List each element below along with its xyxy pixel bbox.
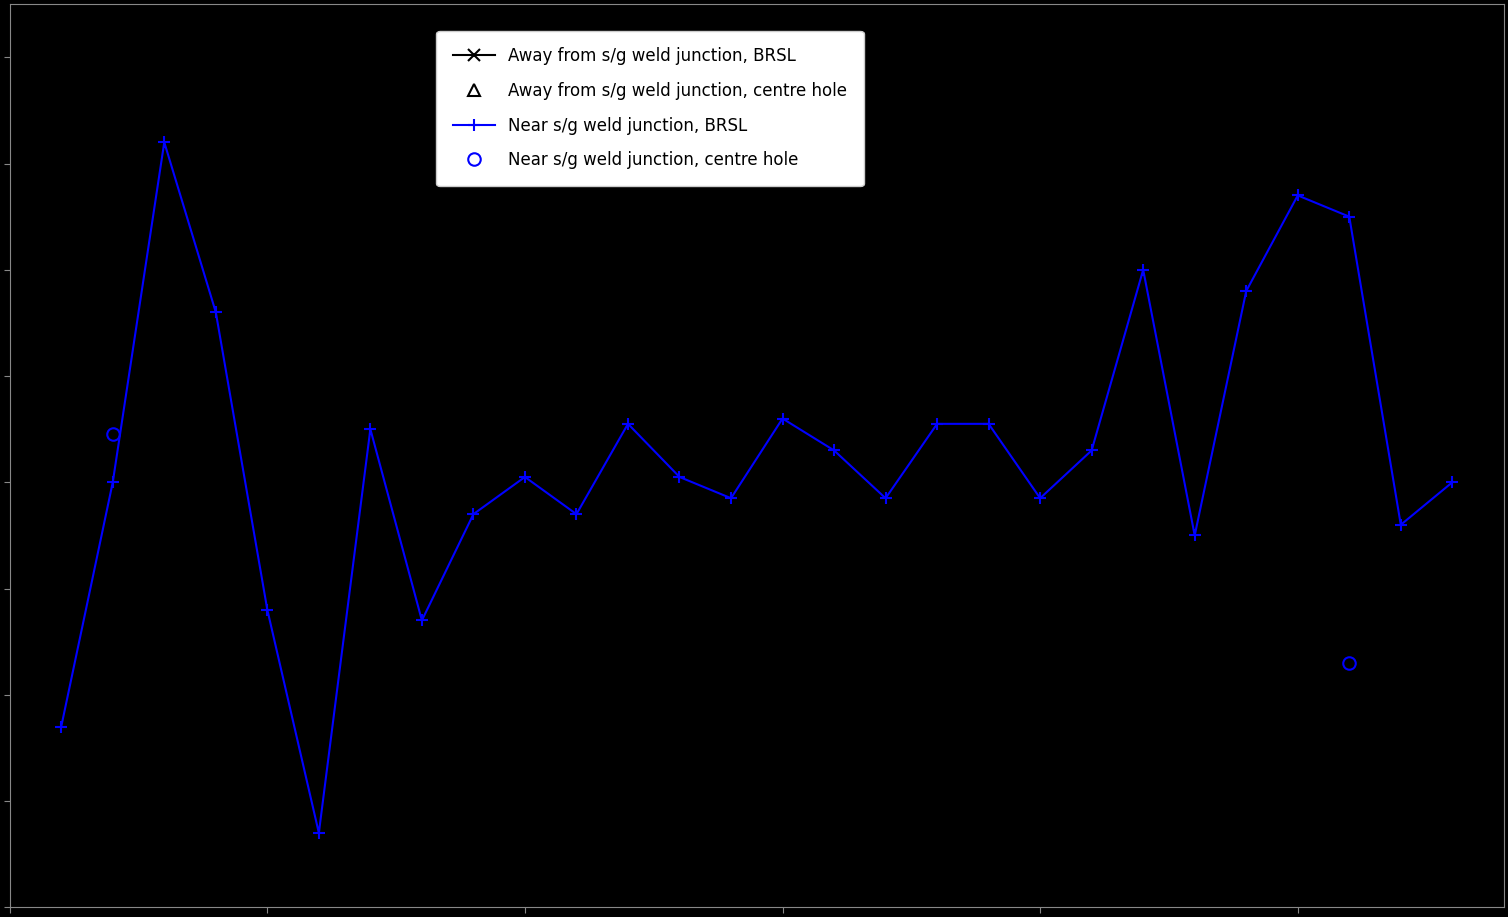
Near s/g weld junction, BRSL xyxy=(825,445,843,456)
Near s/g weld junction, BRSL xyxy=(671,471,689,482)
Near s/g weld junction, BRSL xyxy=(1134,264,1152,275)
Near s/g weld junction, BRSL xyxy=(362,424,380,435)
Near s/g weld junction, BRSL xyxy=(1031,492,1050,503)
Near s/g weld junction, BRSL xyxy=(413,615,431,626)
Near s/g weld junction, BRSL xyxy=(567,509,585,520)
Legend: Away from s/g weld junction, BRSL, Away from s/g weld junction, centre hole, Nea: Away from s/g weld junction, BRSL, Away … xyxy=(436,30,864,186)
Near s/g weld junction, BRSL xyxy=(1289,190,1307,201)
Near s/g weld junction, BRSL xyxy=(104,477,122,488)
Near s/g weld junction, BRSL xyxy=(1185,530,1203,541)
Near s/g weld junction, BRSL xyxy=(1443,477,1461,488)
Near s/g weld junction, BRSL xyxy=(1392,519,1410,530)
Near s/g weld junction, BRSL xyxy=(980,418,998,429)
Near s/g weld junction, BRSL xyxy=(774,413,792,424)
Near s/g weld junction, BRSL xyxy=(876,492,894,503)
Near s/g weld junction, BRSL xyxy=(1237,285,1255,296)
Line: Near s/g weld junction, BRSL: Near s/g weld junction, BRSL xyxy=(54,136,1458,839)
Near s/g weld junction, BRSL xyxy=(53,721,71,732)
Near s/g weld junction, BRSL xyxy=(1083,445,1101,456)
Near s/g weld junction, BRSL xyxy=(155,137,173,148)
Near s/g weld junction, BRSL xyxy=(618,418,636,429)
Near s/g weld junction, BRSL xyxy=(722,492,740,503)
Near s/g weld junction, BRSL xyxy=(309,827,327,838)
Near s/g weld junction, BRSL xyxy=(927,418,946,429)
Near s/g weld junction, BRSL xyxy=(1341,211,1359,222)
Near s/g weld junction, BRSL xyxy=(207,307,225,318)
Near s/g weld junction, BRSL xyxy=(258,604,276,615)
Near s/g weld junction, BRSL xyxy=(464,509,483,520)
Near s/g weld junction, BRSL xyxy=(516,471,534,482)
